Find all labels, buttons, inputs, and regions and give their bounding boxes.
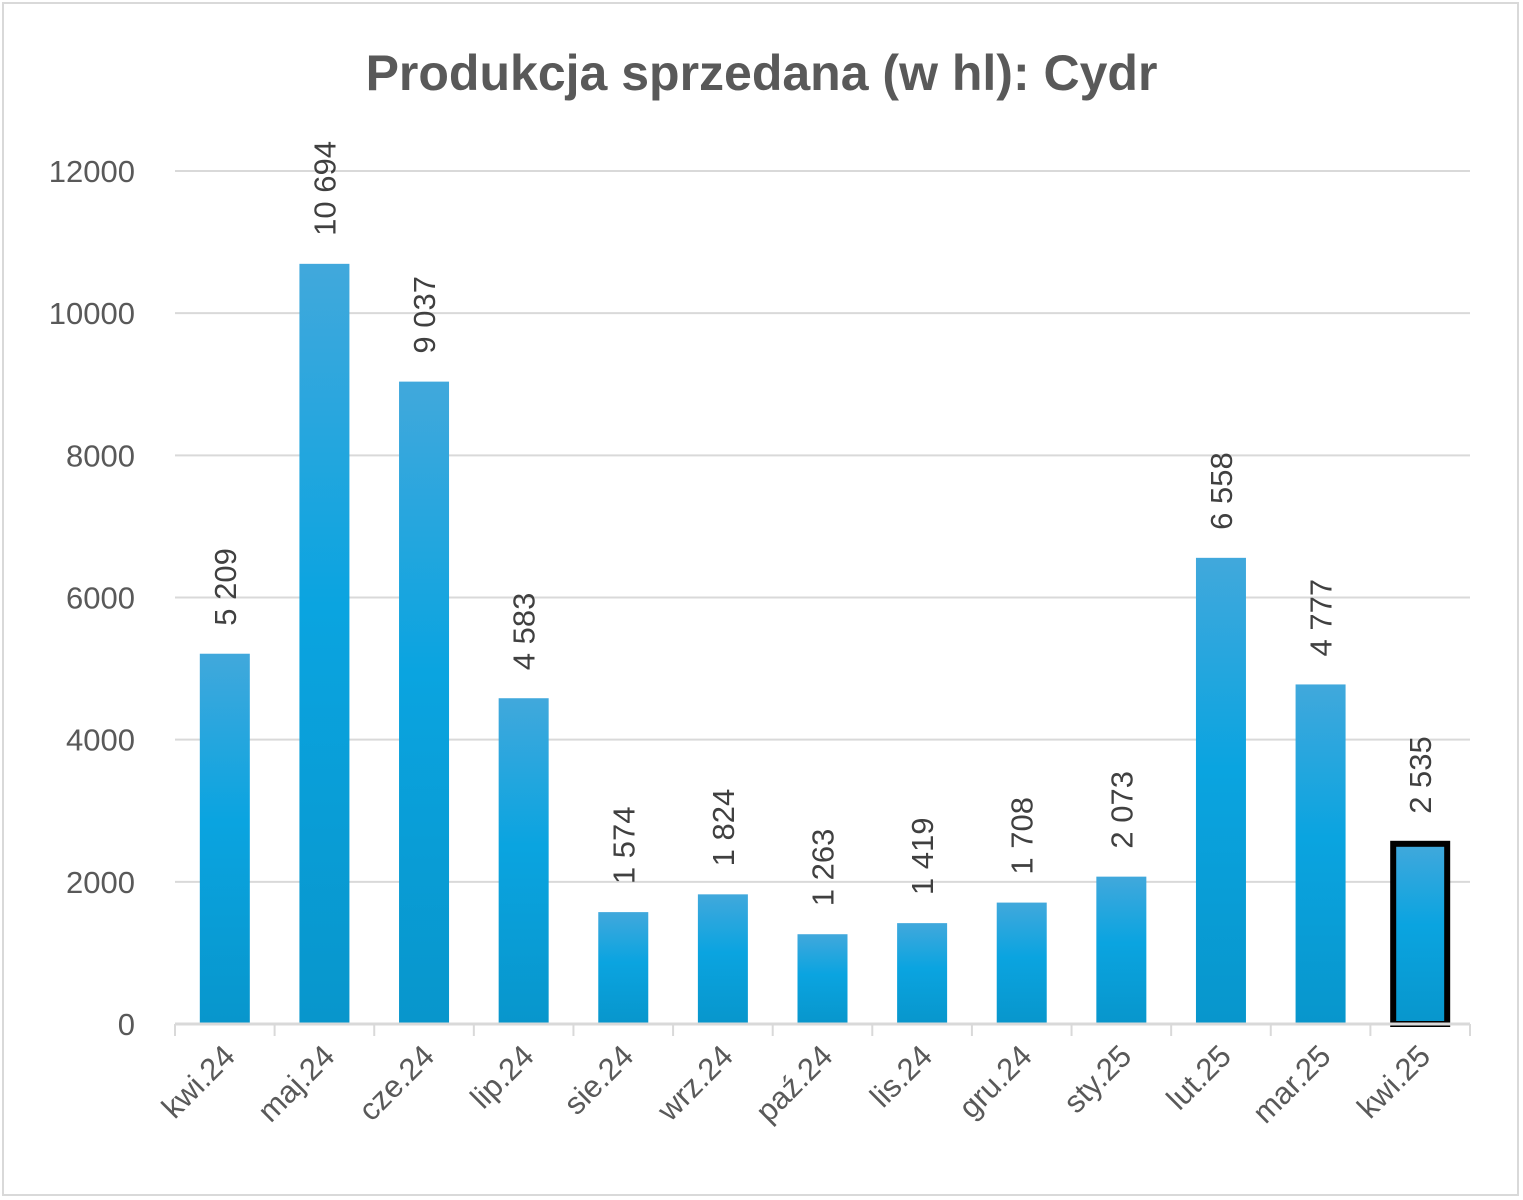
data-label: 10 694 (307, 141, 342, 236)
chart-title: Produkcja sprzedana (w hl): Cydr (365, 45, 1158, 101)
x-tick-label: sty.25 (1057, 1038, 1139, 1120)
x-tick-label: cze.24 (352, 1038, 441, 1127)
y-tick-label: 0 (118, 1007, 135, 1042)
data-label: 6 558 (1204, 452, 1239, 530)
bar (299, 263, 350, 1024)
x-tick-label: sie.24 (557, 1038, 640, 1121)
x-tick-label: gru.24 (952, 1038, 1039, 1125)
data-label: 1 574 (606, 807, 641, 885)
y-tick-label: 4000 (66, 723, 135, 758)
x-tick-label: lis.24 (863, 1038, 939, 1114)
data-label: 1 263 (806, 829, 841, 907)
x-tick-label: lut.25 (1160, 1038, 1238, 1116)
bar (996, 902, 1047, 1024)
x-tick-label: kwi.25 (1350, 1038, 1437, 1125)
y-axis-ticks: 0 2000 4000 6000 8000 10000 12000 (49, 154, 135, 1042)
data-label: 1 824 (706, 789, 741, 867)
bar-highlighted (1390, 840, 1451, 1028)
bar (1295, 684, 1346, 1024)
bar (897, 923, 948, 1024)
gridlines (175, 170, 1470, 883)
x-tick-label: wrz.24 (650, 1038, 740, 1128)
x-axis-ticks: kwi.24 maj.24 cze.24 lip.24 sie.24 wrz.24 paź.… (155, 1038, 1437, 1130)
data-label: 9 037 (407, 276, 442, 354)
x-axis (174, 1022, 1471, 1036)
y-tick-label: 6000 (66, 581, 135, 616)
data-label: 1 708 (1005, 797, 1040, 875)
y-tick-label: 2000 (66, 865, 135, 900)
bar (1096, 876, 1147, 1024)
x-tick-label: lip.24 (463, 1038, 540, 1115)
bar (498, 698, 549, 1024)
bar (1195, 557, 1246, 1024)
x-tick-label: paź.24 (749, 1038, 840, 1129)
bar (797, 934, 848, 1024)
data-label: 5 209 (208, 548, 243, 626)
data-label: 2 073 (1104, 771, 1139, 849)
bar (399, 381, 450, 1025)
x-tick-label: maj.24 (251, 1038, 342, 1129)
data-label: 2 535 (1403, 736, 1438, 814)
data-label: 1 419 (905, 818, 940, 896)
bar (697, 894, 748, 1024)
bar (598, 912, 649, 1024)
bar (199, 653, 250, 1024)
x-tick-label: kwi.24 (155, 1038, 242, 1125)
y-tick-label: 10000 (49, 296, 135, 331)
bars (199, 263, 1451, 1028)
y-tick-label: 8000 (66, 438, 135, 473)
data-label: 4 583 (507, 593, 542, 671)
data-labels: 5 209 10 694 9 037 4 583 1 574 1 824 1 263 1 41… (208, 141, 1438, 906)
y-tick-label: 12000 (49, 154, 135, 189)
data-label: 4 777 (1304, 579, 1339, 657)
x-tick-label: mar.25 (1246, 1038, 1338, 1130)
